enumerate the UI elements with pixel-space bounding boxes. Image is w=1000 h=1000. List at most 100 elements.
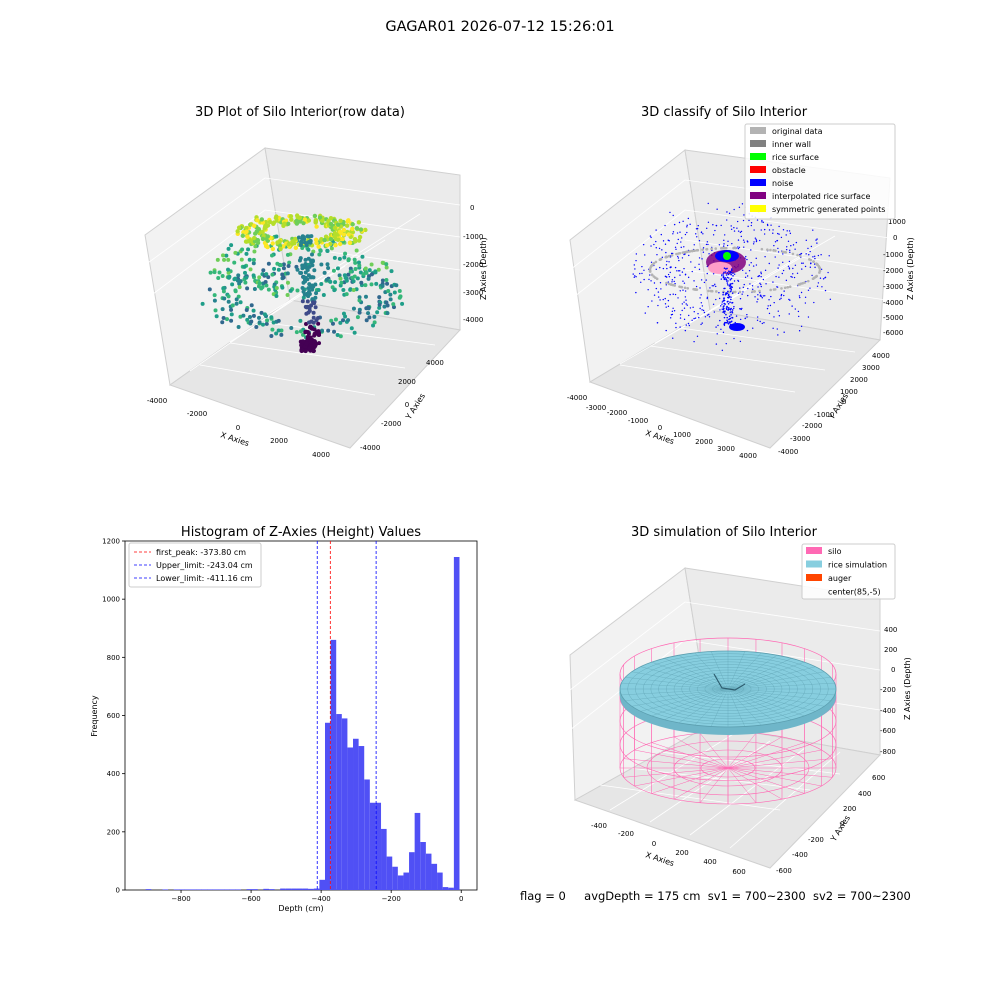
classify-point [683,307,686,309]
classify-point [650,273,654,277]
raw-point [288,288,293,293]
raw-point [326,328,331,333]
hist-bar [313,888,320,890]
classify-point [797,310,800,313]
classify-point [667,281,669,283]
classify-point [726,267,728,270]
raw-point [351,288,356,293]
classify-point [686,250,689,254]
raw-data-points [200,213,405,354]
classify-point [729,271,732,273]
classify-point [657,296,660,298]
classify-point [769,304,772,307]
sim-legend-label: auger [828,574,852,583]
sim-y-tick: 600 [872,774,885,782]
hist-bar [330,639,337,890]
classify-point [752,290,756,293]
raw-point [344,223,350,228]
rice-mesh-spoke [664,688,729,720]
classify-point [664,243,667,245]
classify-point [817,282,820,284]
classify-point [727,294,730,297]
classify-point [804,302,807,304]
classify-point [743,241,746,243]
raw-point [294,218,299,224]
raw-point [213,308,218,313]
classify-point [723,234,726,236]
classify-point [671,310,674,313]
raw-point [236,324,241,329]
classify-point [746,258,748,261]
classify-point [669,271,671,274]
classify-point [727,280,729,282]
rice-surface-depression [713,673,746,691]
classify-point [714,229,716,232]
raw-point [333,317,338,322]
hist-bar [179,889,185,890]
classify-point [780,294,782,297]
classify-point [759,239,761,242]
raw-point [243,270,248,275]
classify-point [635,259,637,262]
classify-point [719,246,723,250]
raw-y-tick: 0 [405,401,409,409]
classify-point [748,264,751,266]
classify-point [674,276,676,279]
classify-z-tick: -5000 [883,314,903,322]
classify-point [661,249,663,251]
classify-point [778,233,780,235]
classify-point [678,259,680,262]
raw-x-tick: 0 [236,424,240,432]
classify-point [725,278,728,281]
classify-point [798,315,800,318]
classify-point [687,217,690,220]
raw-point [241,313,246,318]
raw-point [386,288,391,293]
classify-point [679,274,681,276]
rice-mesh-spoke [727,688,831,701]
classify-point [799,296,801,299]
classify-point [680,285,684,289]
raw-point [352,330,357,335]
hist-bar [319,879,325,890]
raw-point [303,261,308,266]
sim-y-tick: -200 [808,836,824,844]
classify-legend-swatch [750,192,766,199]
raw-point [302,240,307,245]
classify-point [809,250,811,253]
classify-point [813,263,816,265]
classify-point [777,247,779,250]
raw-point [350,229,356,235]
raw-point [332,234,337,239]
classify-point [762,295,765,297]
classify-point [665,276,667,278]
classify-point [773,316,775,318]
raw-point [311,300,316,305]
raw-point [305,277,310,282]
rice-mesh-spoke [640,688,729,712]
classify-point [673,223,676,226]
raw-point [232,260,237,265]
classify-point [650,245,652,247]
raw-point [312,213,318,219]
raw-point [215,257,220,262]
classify-point [700,231,703,233]
classify-point [665,281,668,285]
hist-xlabel: Depth (cm) [278,904,323,913]
classify-point [635,291,637,294]
raw-point [252,287,257,292]
classify-point [740,230,743,233]
classify-point [775,275,777,278]
classify-point [733,307,735,310]
classify-point [720,224,722,227]
classify-point [778,264,780,266]
classify-point [683,301,685,303]
raw-point [282,221,287,226]
classify-point [724,321,726,324]
classify-point [813,276,816,280]
rice-mesh-spoke [727,652,762,690]
raw-point [333,280,338,285]
raw-point [269,334,274,339]
raw-point [251,313,256,318]
classify-point [723,299,726,302]
